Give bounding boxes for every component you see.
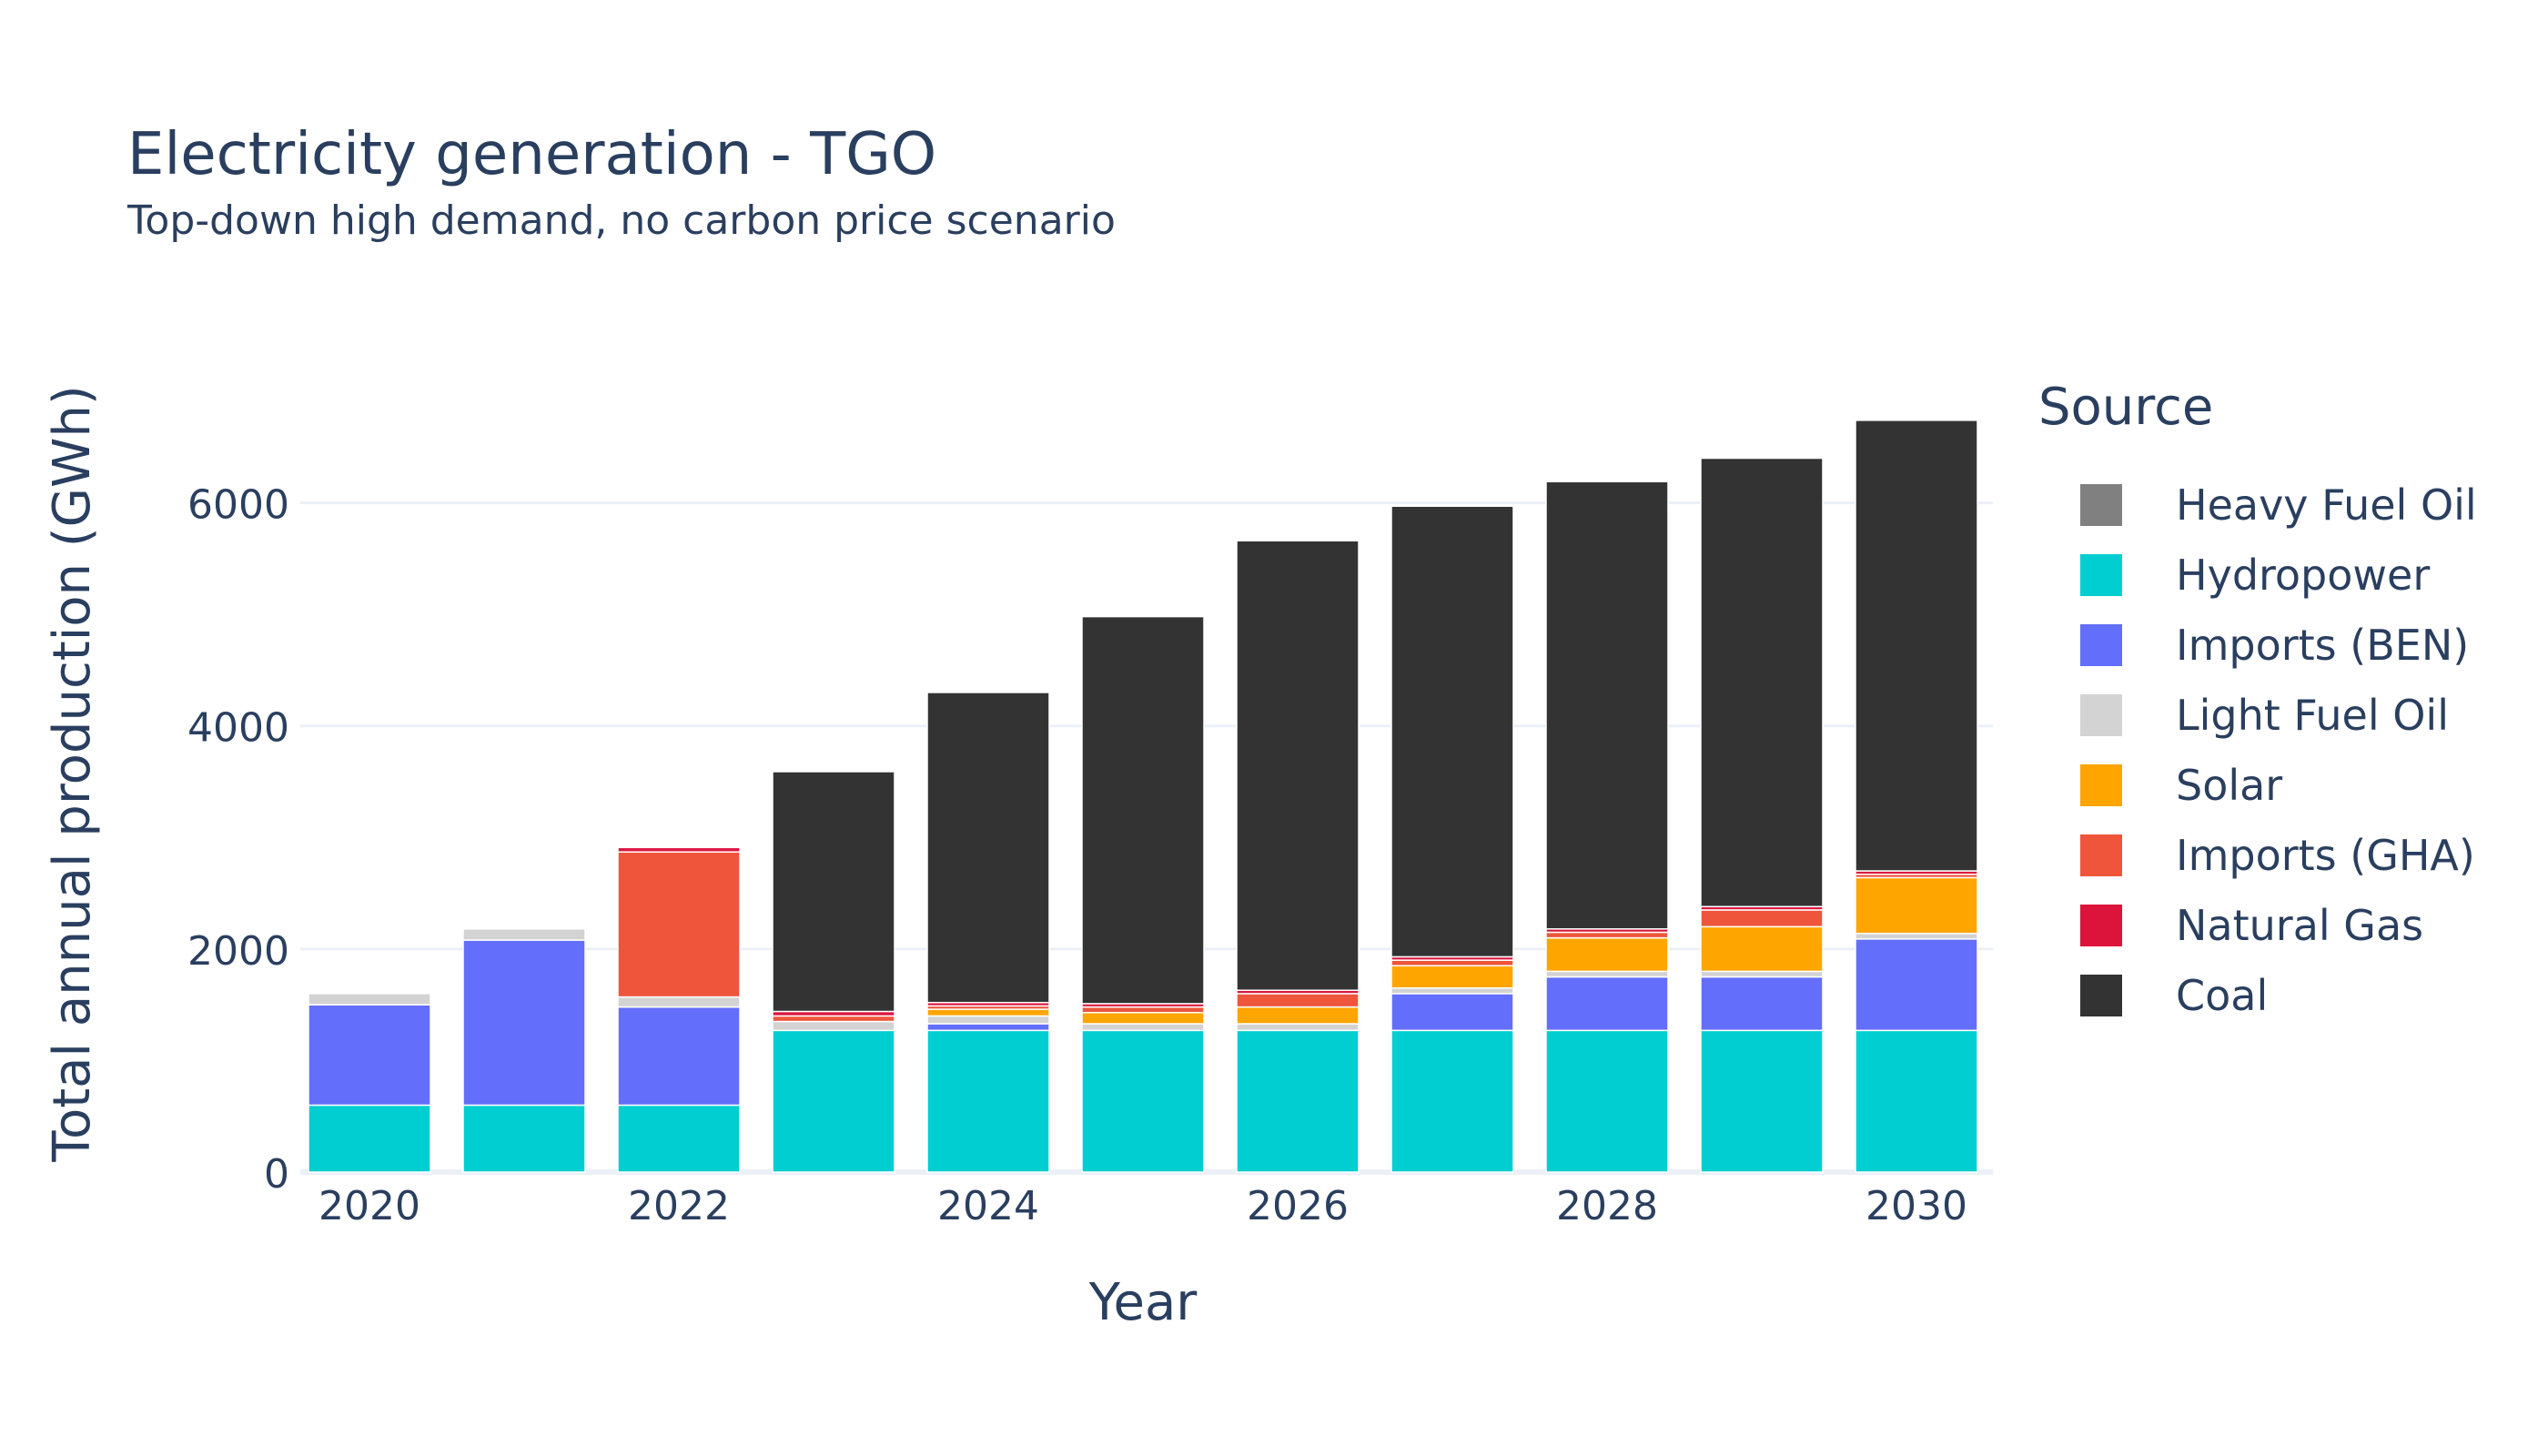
bar-segment [1236, 540, 1360, 991]
legend-item[interactable]: Hydropower [2080, 540, 2477, 610]
bar-segment [926, 1023, 1050, 1032]
legend-swatch [2080, 623, 2122, 666]
legend-swatch [2080, 693, 2122, 736]
legend-swatch [2080, 763, 2122, 806]
bar-segment [1855, 1029, 1978, 1173]
bar-segment [1700, 976, 1824, 1032]
bar-segment [1700, 1029, 1824, 1173]
legend-item[interactable]: Solar [2080, 750, 2477, 820]
bar-segment [1081, 1029, 1205, 1173]
bar-segment [617, 1104, 741, 1173]
chart-title: Electricity generation - TGO [127, 121, 937, 188]
bar-segment [1081, 1011, 1205, 1025]
bar-segment [308, 1004, 431, 1107]
bar-segment [772, 1015, 895, 1023]
bar-segment [1236, 1006, 1360, 1025]
bar-segment [1855, 932, 1978, 940]
legend-label: Light Fuel Oil [2176, 690, 2449, 740]
bar-segment [926, 1015, 1050, 1025]
legend-label: Heavy Fuel Oil [2176, 480, 2477, 530]
legend-title: Source [2038, 378, 2214, 437]
bar-segment [1545, 976, 1669, 1032]
legend-item[interactable]: Coal [2080, 960, 2477, 1030]
bar-segment [1545, 970, 1669, 978]
bar-segment [1390, 993, 1514, 1032]
legend-item[interactable]: Light Fuel Oil [2080, 680, 2477, 750]
legend-swatch [2080, 834, 2122, 876]
legend-label: Hydropower [2176, 550, 2431, 600]
bar-segment [926, 1008, 1050, 1017]
x-tick-label: 2024 [937, 1183, 1039, 1229]
bar-segment [462, 939, 586, 1107]
bar-segment [1390, 987, 1514, 995]
bar-segment [772, 1029, 895, 1173]
bar-segment [1855, 876, 1978, 935]
legend-swatch [2080, 553, 2122, 596]
bar-segment [462, 1104, 586, 1173]
bar-segment [1390, 505, 1514, 958]
bar-segment [772, 1020, 895, 1032]
bar-segment [617, 996, 741, 1008]
bar-segment [1081, 1006, 1205, 1014]
legend-item[interactable]: Heavy Fuel Oil [2080, 470, 2477, 540]
bar-segment [1236, 993, 1360, 1008]
bar-segment [1081, 1023, 1205, 1032]
bar-segment [1545, 1029, 1669, 1173]
bar-segment [1390, 959, 1514, 966]
bar-segment [1545, 480, 1669, 930]
bar-segment [1545, 936, 1669, 973]
bar-segment [772, 771, 895, 1013]
bar-segment [1236, 1023, 1360, 1032]
bar-segment [617, 846, 741, 853]
legend-item[interactable]: Imports (BEN) [2080, 610, 2477, 680]
bar-segment [308, 1104, 431, 1173]
x-tick-label: 2026 [1247, 1183, 1349, 1229]
bar-segment [1855, 938, 1978, 1032]
y-tick-label: 4000 [187, 705, 289, 752]
legend-label: Imports (BEN) [2176, 620, 2470, 670]
legend-swatch [2080, 904, 2122, 946]
x-tick-label: 2020 [318, 1183, 420, 1229]
y-tick-label: 0 [264, 1151, 289, 1198]
x-tick-label: 2028 [1556, 1183, 1658, 1229]
bar-segment [1700, 925, 1824, 973]
y-tick-label: 6000 [187, 482, 289, 529]
legend: Source Heavy Fuel Oil Hydropower Imports (… [2038, 382, 2477, 1030]
x-axis-title: Year [1088, 1273, 1198, 1332]
bar-segment [1236, 1029, 1360, 1173]
bar-segment [1700, 970, 1824, 978]
legend-item[interactable]: Imports (GHA) [2080, 820, 2477, 890]
y-axis-ticks: 0 2000 4000 6000 [187, 482, 289, 1198]
legend-label: Coal [2176, 970, 2269, 1020]
bar-segment [1545, 931, 1669, 939]
legend-items: Heavy Fuel Oil Hydropower Imports (BEN) Lig… [2038, 470, 2477, 1030]
legend-label: Natural Gas [2176, 900, 2424, 950]
bar-segment [926, 1029, 1050, 1173]
y-axis-title: Total annual production (GWh) [43, 385, 102, 1163]
x-axis-ticks: 2020 2022 2024 2026 2028 2030 [318, 1183, 1967, 1229]
bar-segment [1855, 420, 1978, 872]
legend-swatch [2080, 974, 2122, 1016]
x-tick-label: 2022 [628, 1183, 730, 1229]
x-tick-label: 2030 [1866, 1183, 1967, 1229]
legend-swatch [2080, 483, 2122, 526]
bar-segment [926, 692, 1050, 1004]
legend-item[interactable]: Natural Gas [2080, 890, 2477, 960]
bar-segment [1081, 615, 1205, 1005]
bar-segment [308, 993, 431, 1006]
legend-label: Imports (GHA) [2176, 830, 2475, 880]
bars [308, 420, 1978, 1173]
bar-segment [1390, 965, 1514, 989]
bar-segment [1390, 1029, 1514, 1173]
legend-label: Solar [2176, 760, 2283, 810]
bar-segment [462, 928, 586, 941]
bar-segment [1700, 457, 1824, 908]
y-tick-label: 2000 [187, 928, 289, 975]
bar-segment [617, 1006, 741, 1107]
bar-segment [1700, 909, 1824, 928]
bar-segment [617, 851, 741, 998]
chart-subtitle: Top-down high demand, no carbon price sc… [127, 197, 1116, 244]
